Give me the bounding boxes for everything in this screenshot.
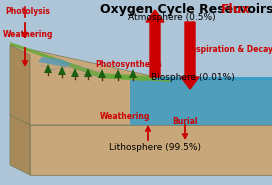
Text: Photosynthesis: Photosynthesis [95, 60, 162, 69]
Polygon shape [10, 115, 30, 175]
Text: Biosphere (0.01%): Biosphere (0.01%) [151, 73, 235, 82]
Text: Burial: Burial [172, 117, 197, 126]
Polygon shape [10, 42, 170, 82]
Polygon shape [129, 69, 137, 78]
Text: Respiration & Decay: Respiration & Decay [185, 45, 272, 54]
Polygon shape [84, 68, 92, 77]
Polygon shape [10, 45, 272, 125]
Text: Lithosphere (99.5%): Lithosphere (99.5%) [109, 143, 201, 152]
Text: Oxygen Cycle Reservoirs &: Oxygen Cycle Reservoirs & [100, 3, 272, 16]
Polygon shape [58, 66, 66, 75]
Polygon shape [71, 68, 79, 77]
Polygon shape [100, 75, 145, 81]
Polygon shape [30, 125, 272, 175]
Polygon shape [38, 57, 72, 67]
Text: Atmosphere (0.5%): Atmosphere (0.5%) [128, 13, 216, 22]
Polygon shape [10, 45, 30, 125]
Polygon shape [114, 69, 122, 78]
FancyArrow shape [181, 22, 199, 89]
Text: Weathering: Weathering [3, 30, 53, 39]
Polygon shape [155, 77, 272, 80]
Polygon shape [98, 69, 106, 78]
Polygon shape [130, 77, 272, 125]
Text: Photolysis: Photolysis [5, 7, 50, 16]
Text: Flux: Flux [221, 3, 251, 16]
Polygon shape [44, 64, 52, 73]
FancyArrow shape [146, 10, 164, 77]
Text: Weathering: Weathering [100, 112, 150, 121]
